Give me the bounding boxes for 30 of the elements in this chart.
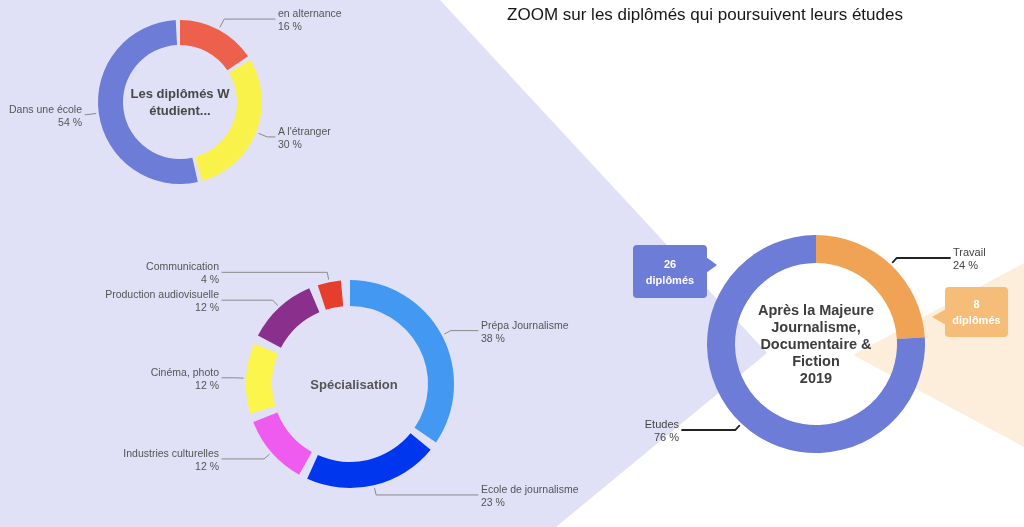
data-label: 24 %: [953, 258, 979, 271]
data-label: 4 %: [200, 273, 219, 286]
slice-label: Prépa Journalisme: [481, 318, 569, 331]
data-label: 23 %: [481, 495, 505, 508]
slice-label: Travail: [953, 245, 986, 258]
data-label: 30 %: [278, 137, 302, 150]
data-label: 12 %: [195, 378, 219, 391]
slice-label: Cinéma, photo: [150, 365, 220, 378]
data-label: 12 %: [195, 301, 219, 314]
donut-slice: [180, 20, 249, 71]
slice-label: A l'étranger: [278, 124, 332, 137]
data-label: 38 %: [481, 331, 505, 344]
slice-label: Etudes: [644, 418, 680, 431]
data-label: 54 %: [58, 115, 82, 128]
text: ZOOM sur les diplômés qui poursuivent leurs études: [507, 5, 903, 25]
text: Spécialisation: [310, 375, 398, 393]
slice-label: Industries culturelles: [123, 446, 219, 459]
slice-label: Production audiovisuelle: [105, 288, 220, 301]
slice-label: Ecole de journalisme: [481, 482, 579, 495]
text: Les diplômés W étudient...: [130, 85, 230, 119]
slice-label: Communication: [146, 260, 220, 273]
slice-label: Dans une école: [9, 102, 83, 115]
text: 26 diplômés: [644, 256, 696, 288]
slice-label: en alternance: [278, 7, 342, 20]
data-label: 12 %: [195, 459, 219, 472]
data-label: 16 %: [278, 20, 302, 33]
donut-slice: [707, 235, 925, 453]
data-label: 76 %: [653, 431, 680, 444]
text: Après la Majeure Journalisme, Documentaire & Fiction 2019: [757, 301, 875, 387]
text: 8 diplômés: [951, 297, 1002, 328]
